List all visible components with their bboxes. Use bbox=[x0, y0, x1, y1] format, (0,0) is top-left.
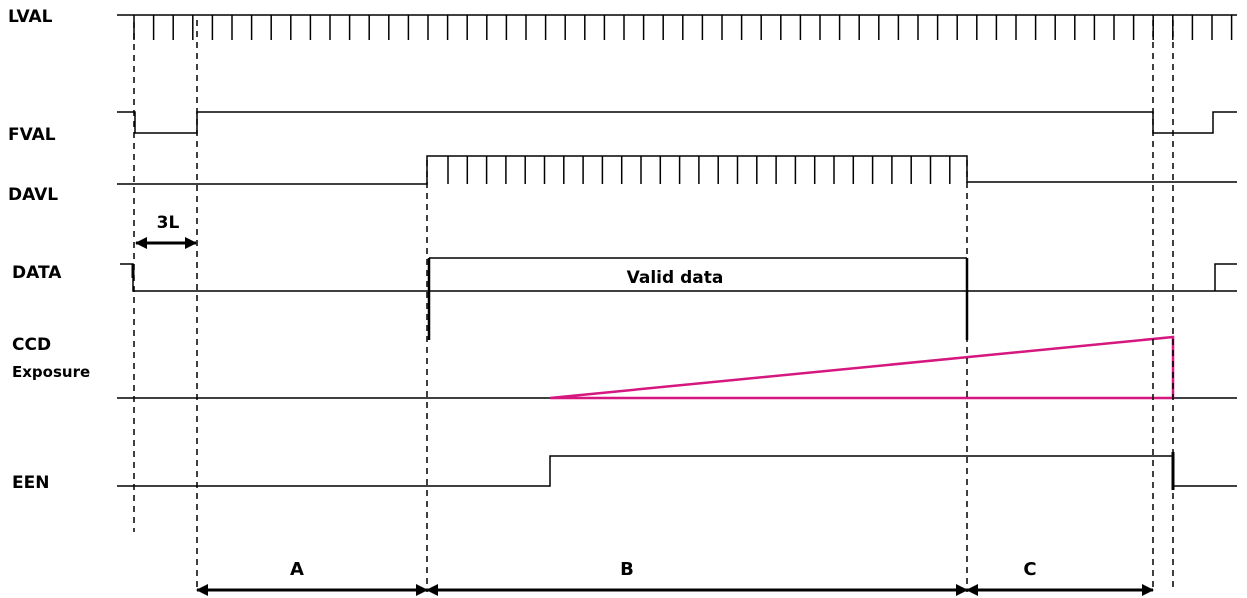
een-label: EEN bbox=[12, 473, 49, 493]
een-waveform bbox=[117, 455, 1237, 487]
valid-data-label: Valid data bbox=[627, 268, 724, 288]
lval-waveform bbox=[117, 14, 1237, 40]
lval-label: LVAL bbox=[8, 7, 53, 27]
ccd-label: CCD bbox=[12, 335, 51, 355]
period-b-label: B bbox=[620, 559, 634, 580]
exposure-label: Exposure bbox=[12, 363, 90, 381]
davl-waveform bbox=[117, 155, 1237, 185]
data-label: DATA bbox=[12, 263, 62, 283]
ccd-exposure-ramp bbox=[549, 335, 1175, 400]
fval-waveform bbox=[117, 111, 1237, 134]
davl-label: DAVL bbox=[8, 185, 58, 205]
fval-label: FVAL bbox=[8, 125, 56, 145]
three-l-label: 3L bbox=[157, 213, 180, 233]
dashed-markers bbox=[133, 20, 1174, 592]
period-a-label: A bbox=[290, 559, 304, 580]
period-c-label: C bbox=[1023, 559, 1036, 580]
